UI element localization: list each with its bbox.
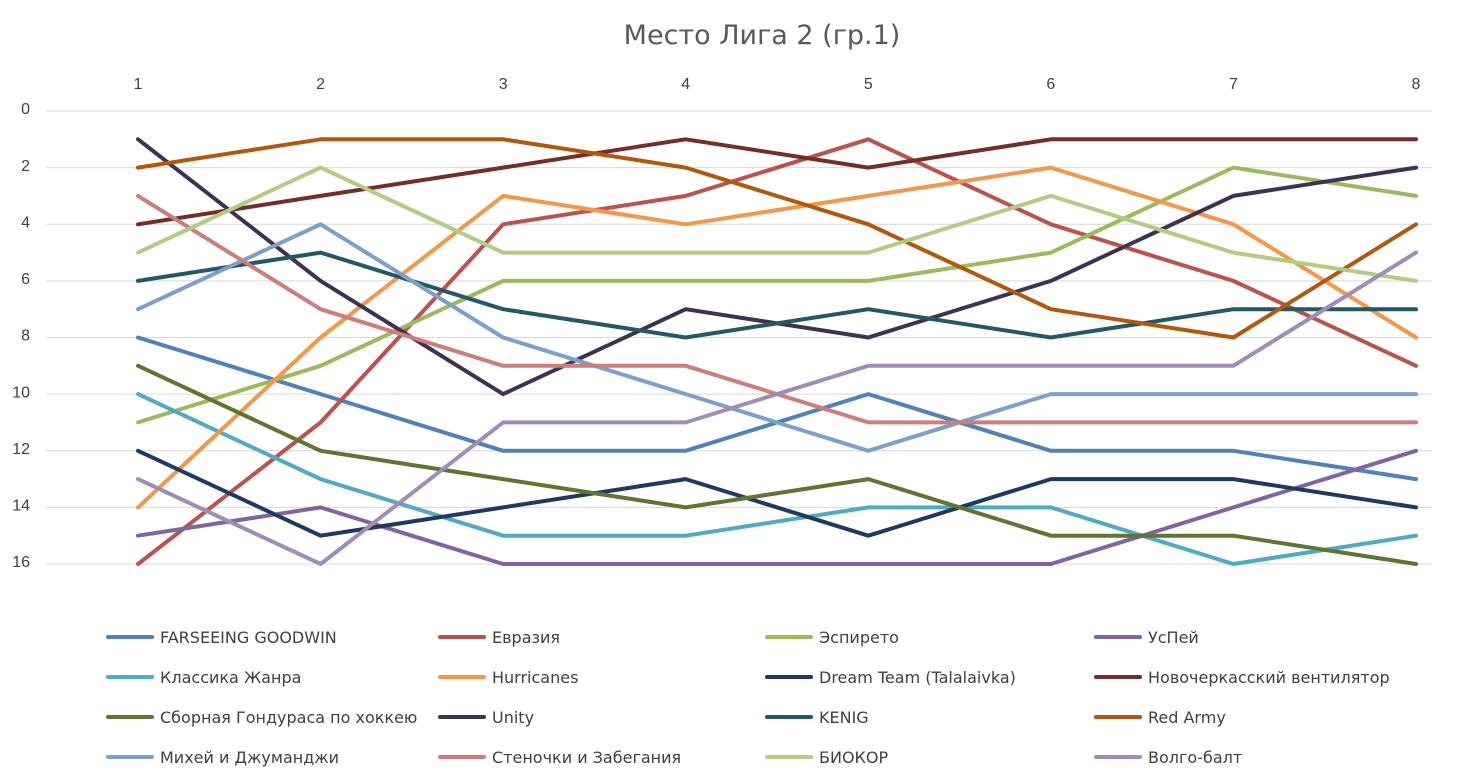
series-1 bbox=[136, 137, 1418, 566]
legend-label: Hurricanes bbox=[492, 668, 578, 687]
y-tick-label: 12 bbox=[12, 441, 30, 458]
series-line bbox=[136, 392, 1418, 566]
legend: FARSEEING GOODWIN Евразия Эспирето УсПей Кла… bbox=[106, 628, 1390, 767]
series-12 bbox=[136, 222, 1418, 453]
legend-entry: УсПей bbox=[1094, 628, 1199, 647]
legend-entry: Эспирето bbox=[765, 628, 899, 647]
legend-entry: Новочеркасский вентилятор bbox=[1094, 668, 1390, 687]
legend-entry: Hurricanes bbox=[438, 668, 578, 687]
legend-entry: KENIG bbox=[765, 708, 869, 727]
series-8 bbox=[136, 363, 1418, 566]
series-line bbox=[136, 448, 1418, 566]
y-tick-label: 14 bbox=[12, 498, 30, 515]
series-line bbox=[136, 165, 1418, 283]
series-10 bbox=[136, 250, 1418, 340]
legend-entry: Евразия bbox=[438, 628, 560, 647]
series-line bbox=[136, 250, 1418, 566]
series-line bbox=[136, 250, 1418, 340]
legend-label: Стеночки и Забегания bbox=[492, 748, 681, 767]
legend-label: Dream Team (Talalaivka) bbox=[819, 668, 1016, 687]
legend-label: УсПей bbox=[1148, 628, 1199, 647]
x-tick-label: 7 bbox=[1229, 76, 1238, 93]
legend-label: Классика Жанра bbox=[160, 668, 301, 687]
series-line bbox=[136, 137, 1418, 340]
legend-entry: Сборная Гондураса по хоккею bbox=[106, 708, 417, 727]
legend-entry: БИОКОР bbox=[765, 748, 888, 767]
series-line bbox=[136, 137, 1418, 397]
legend-entry: Dream Team (Talalaivka) bbox=[765, 668, 1016, 687]
series-7 bbox=[136, 137, 1418, 227]
series-6 bbox=[136, 448, 1418, 538]
legend-entry: Red Army bbox=[1094, 708, 1226, 727]
x-tick-label: 6 bbox=[1046, 76, 1055, 93]
series-line bbox=[136, 137, 1418, 227]
x-axis-tick-labels: 1 2 3 4 5 6 7 8 bbox=[134, 76, 1421, 93]
series-4 bbox=[136, 392, 1418, 566]
series-line bbox=[136, 165, 1418, 425]
legend-label: Новочеркасский вентилятор bbox=[1148, 668, 1390, 687]
legend-entry: Михей и Джуманджи bbox=[106, 748, 339, 767]
legend-label: KENIG bbox=[819, 708, 869, 727]
series-0 bbox=[136, 335, 1418, 482]
y-tick-label: 2 bbox=[21, 158, 30, 175]
legend-entry: Стеночки и Забегания bbox=[438, 748, 681, 767]
legend-label: БИОКОР bbox=[819, 748, 888, 767]
series-line bbox=[136, 363, 1418, 566]
y-tick-label: 8 bbox=[21, 328, 30, 345]
legend-entry: Unity bbox=[438, 708, 534, 727]
y-tick-label: 0 bbox=[21, 101, 30, 118]
legend-label: Сборная Гондураса по хоккею bbox=[160, 708, 417, 727]
x-tick-label: 1 bbox=[134, 76, 143, 93]
y-axis-tick-labels: 0 2 4 6 8 10 12 14 16 bbox=[12, 101, 30, 571]
series-2 bbox=[136, 165, 1418, 425]
series-9 bbox=[136, 137, 1418, 397]
legend-label: Волго-балт bbox=[1148, 748, 1242, 767]
chart-title: Место Лига 2 (гр.1) bbox=[624, 20, 901, 51]
x-tick-label: 4 bbox=[681, 76, 690, 93]
legend-label: Михей и Джуманджи bbox=[160, 748, 339, 767]
legend-label: Unity bbox=[492, 708, 534, 727]
series-line bbox=[136, 335, 1418, 482]
series-lines bbox=[136, 137, 1418, 566]
y-tick-label: 16 bbox=[12, 554, 30, 571]
legend-label: Red Army bbox=[1148, 708, 1226, 727]
series-11 bbox=[136, 137, 1418, 340]
series-5 bbox=[136, 165, 1418, 510]
series-line bbox=[136, 165, 1418, 510]
series-line bbox=[136, 448, 1418, 538]
legend-entry: Классика Жанра bbox=[106, 668, 301, 687]
x-tick-label: 5 bbox=[864, 76, 873, 93]
legend-entry: FARSEEING GOODWIN bbox=[106, 628, 337, 647]
series-15 bbox=[136, 250, 1418, 566]
legend-label: Эспирето bbox=[819, 628, 899, 647]
legend-label: FARSEEING GOODWIN bbox=[160, 628, 337, 647]
legend-entry: Волго-балт bbox=[1094, 748, 1242, 767]
x-tick-label: 2 bbox=[316, 76, 325, 93]
x-tick-label: 8 bbox=[1412, 76, 1421, 93]
y-tick-label: 10 bbox=[12, 384, 30, 401]
series-14 bbox=[136, 165, 1418, 283]
series-line bbox=[136, 222, 1418, 453]
series-line bbox=[136, 137, 1418, 566]
y-tick-label: 4 bbox=[21, 214, 30, 231]
y-tick-label: 6 bbox=[21, 271, 30, 288]
x-tick-label: 3 bbox=[499, 76, 508, 93]
series-3 bbox=[136, 448, 1418, 566]
legend-label: Евразия bbox=[492, 628, 560, 647]
